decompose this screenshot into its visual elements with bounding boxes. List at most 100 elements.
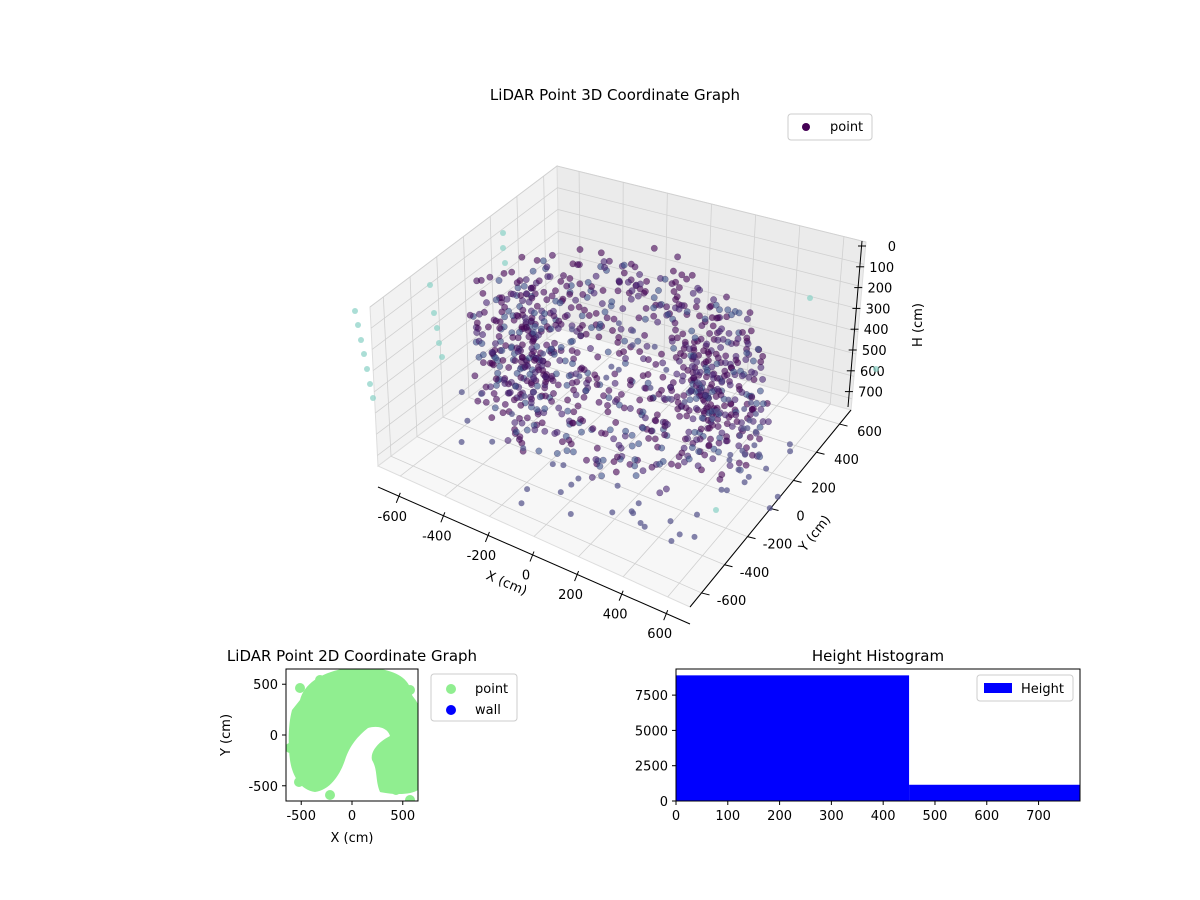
- point-3d: [748, 393, 756, 401]
- x-tick-mark: [618, 590, 624, 601]
- point-3d-outlier: [568, 326, 575, 333]
- point-3d: [690, 353, 698, 361]
- y-tick-label-2d: 0: [270, 729, 278, 744]
- point-3d: [543, 296, 551, 304]
- x-tick-mark: [529, 551, 535, 562]
- point-3d-outlier: [709, 415, 716, 422]
- point-3d-outlier: [691, 533, 698, 540]
- point-3d: [473, 277, 481, 285]
- point-3d: [590, 289, 598, 297]
- point-3d: [580, 393, 588, 401]
- point-3d: [739, 328, 746, 336]
- point-3d: [500, 376, 508, 384]
- x-tick-label-3d: 400: [603, 608, 628, 623]
- point-3d-outlier: [747, 399, 754, 406]
- x-tick-label-hist: 500: [923, 809, 948, 824]
- legend-label-point-2d: point: [475, 682, 508, 697]
- point-3d-outlier: [752, 410, 759, 417]
- point-3d-teal: [427, 282, 433, 288]
- point-3d: [563, 282, 571, 290]
- point-3d-outlier: [787, 448, 794, 455]
- legend-histogram: Height: [976, 674, 1074, 702]
- point-3d: [617, 325, 625, 333]
- point-3d: [668, 334, 676, 342]
- point-3d: [505, 307, 513, 315]
- point-3d: [636, 348, 644, 356]
- point-3d: [681, 338, 689, 346]
- point-3d: [626, 405, 634, 412]
- point-3d: [506, 388, 514, 396]
- point-3d: [579, 291, 587, 298]
- point-3d: [526, 370, 534, 378]
- point-3d: [495, 277, 503, 284]
- point-3d: [488, 348, 496, 356]
- point-3d: [688, 327, 696, 335]
- point-3d: [668, 460, 675, 468]
- point-3d: [581, 306, 588, 314]
- point-3d: [606, 426, 614, 434]
- histogram-bar: [909, 784, 1080, 801]
- point-3d: [717, 344, 725, 351]
- point-3d: [523, 377, 531, 385]
- x-tick-label-3d: 200: [558, 588, 583, 603]
- point-3d: [632, 281, 640, 289]
- point-3d: [641, 288, 649, 295]
- point-3d-outlier: [694, 511, 700, 518]
- point-3d-outlier: [718, 486, 725, 493]
- point-3d: [541, 310, 549, 318]
- point-3d: [620, 404, 628, 412]
- point-3d: [703, 340, 711, 348]
- x-tick-label-hist: 600: [974, 809, 999, 824]
- point-3d: [731, 396, 739, 404]
- ticks-histogram: 0 100 200 300 400 500 600 700 0 2500 5000 7500: [635, 689, 1051, 824]
- point-3d: [518, 253, 526, 261]
- point-3d: [610, 435, 618, 443]
- point-3d-outlier: [637, 520, 644, 526]
- point-3d: [598, 429, 605, 437]
- point-3d: [569, 260, 577, 268]
- point-3d: [750, 405, 757, 413]
- point-3d: [708, 314, 716, 322]
- point-3d: [529, 267, 537, 275]
- point-3d: [726, 381, 734, 389]
- point-3d: [502, 342, 510, 350]
- point-3d: [692, 368, 700, 376]
- point-3d: [486, 273, 494, 281]
- grid-line-z: [375, 274, 857, 414]
- point-3d-teal: [502, 260, 508, 266]
- point-3d: [522, 290, 530, 298]
- point-3d: [552, 370, 560, 378]
- point-3d: [692, 395, 700, 402]
- histogram-panel: Height Histogram 0 100 200 300 400 500 600 7000…: [635, 647, 1081, 824]
- point-3d: [473, 319, 481, 327]
- point-3d: [549, 377, 557, 385]
- point-3d: [553, 428, 561, 436]
- point-3d-outlier: [744, 425, 751, 432]
- point-3d: [522, 276, 530, 284]
- points-3d: [352, 230, 879, 544]
- point-3d: [709, 322, 717, 330]
- point-3d: [705, 441, 713, 449]
- point-3d: [565, 372, 573, 380]
- point-3d: [547, 325, 555, 333]
- point-3d: [488, 414, 496, 422]
- point-3d: [523, 414, 531, 422]
- point-3d: [479, 331, 487, 339]
- x-tick-mark: [663, 610, 669, 621]
- point-3d: [635, 440, 643, 448]
- point-3d: [587, 345, 594, 352]
- legend-label-point-3d: point: [830, 120, 863, 135]
- point-3d: [669, 267, 677, 275]
- point-3d: [714, 314, 722, 322]
- point-3d: [661, 275, 669, 283]
- point-3d-outlier: [735, 466, 742, 473]
- x-tick-mark: [395, 492, 401, 503]
- point-3d: [675, 305, 683, 313]
- scatter2d-point: [391, 785, 401, 795]
- point-3d: [647, 427, 655, 435]
- point-3d: [659, 373, 667, 381]
- point-3d-outlier: [540, 350, 547, 357]
- point-3d: [593, 444, 601, 452]
- point-3d: [492, 296, 500, 304]
- point-3d: [714, 385, 721, 393]
